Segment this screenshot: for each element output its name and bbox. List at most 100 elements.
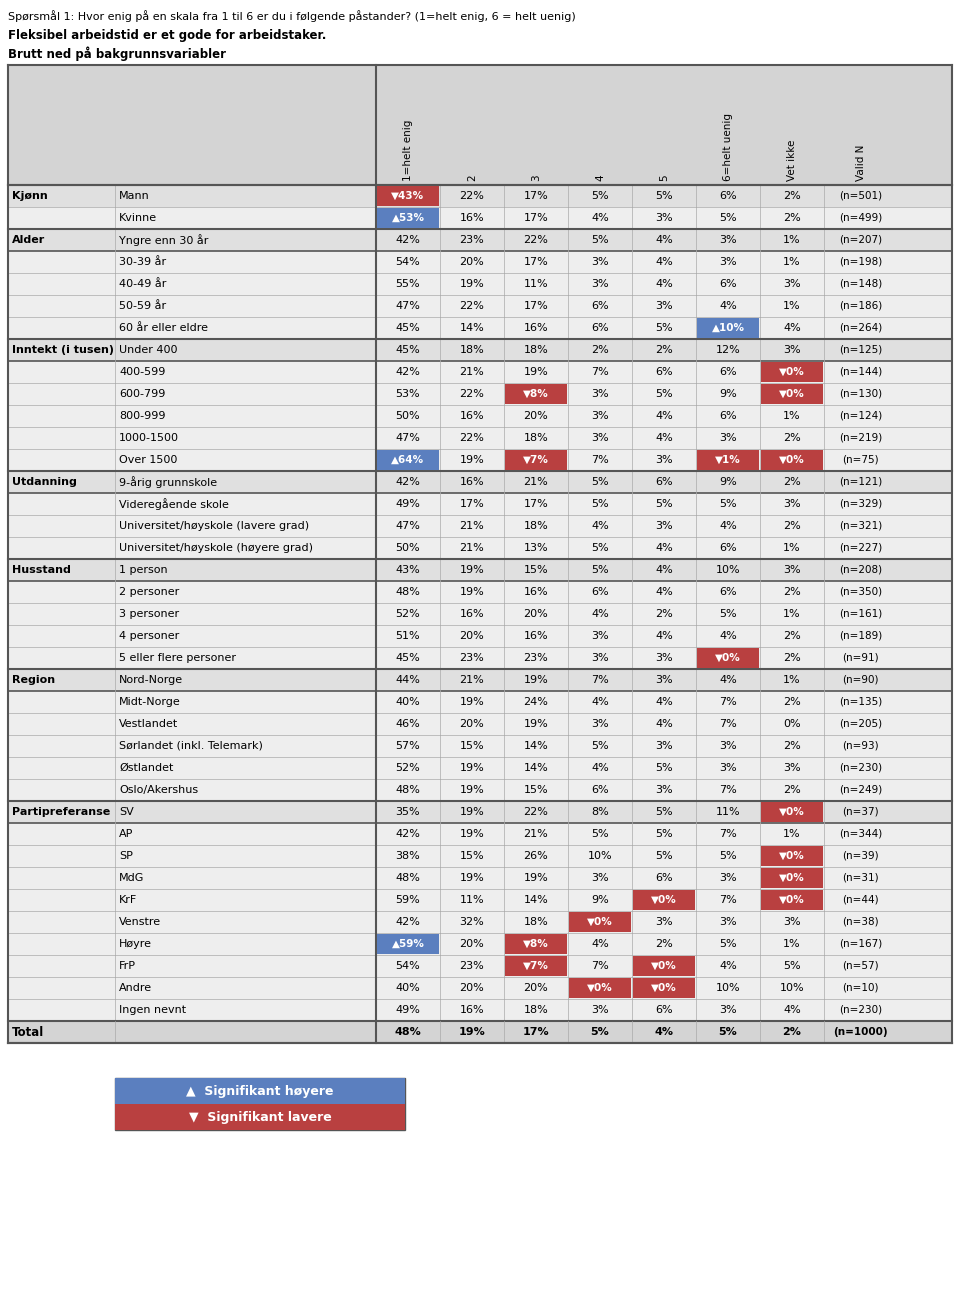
Bar: [697, 318, 759, 338]
Text: 16%: 16%: [524, 324, 548, 333]
Text: 3%: 3%: [591, 719, 609, 729]
Text: 4%: 4%: [655, 587, 673, 597]
Bar: [633, 890, 695, 910]
Text: 8%: 8%: [591, 807, 609, 817]
Text: 17%: 17%: [523, 499, 548, 509]
Bar: [761, 362, 823, 382]
Bar: [8, 493, 952, 515]
Text: 400-599: 400-599: [119, 367, 165, 377]
Text: 2%: 2%: [783, 741, 801, 751]
Bar: [761, 802, 823, 822]
Bar: [505, 956, 567, 976]
Text: Nord-Norge: Nord-Norge: [119, 675, 183, 685]
Text: (n=499): (n=499): [839, 214, 882, 223]
Text: 44%: 44%: [396, 675, 420, 685]
Text: 2%: 2%: [783, 785, 801, 795]
Text: ▼0%: ▼0%: [651, 961, 677, 970]
Text: 2%: 2%: [783, 521, 801, 531]
Text: 5%: 5%: [655, 499, 673, 509]
Text: 40-49 år: 40-49 år: [119, 280, 166, 289]
Bar: [8, 339, 952, 361]
Text: ▼8%: ▼8%: [523, 939, 549, 949]
Bar: [115, 1078, 405, 1104]
Text: 22%: 22%: [523, 236, 548, 245]
Text: 14%: 14%: [460, 324, 485, 333]
Text: 18%: 18%: [523, 433, 548, 443]
Text: (n=230): (n=230): [839, 1005, 882, 1014]
Text: (n=208): (n=208): [839, 565, 882, 575]
Text: 0%: 0%: [783, 719, 801, 729]
Text: 52%: 52%: [396, 763, 420, 773]
Text: 7%: 7%: [719, 785, 737, 795]
Text: 3%: 3%: [719, 236, 737, 245]
Bar: [505, 934, 567, 954]
Text: 49%: 49%: [396, 499, 420, 509]
Text: 5%: 5%: [591, 543, 609, 553]
Text: 5%: 5%: [655, 324, 673, 333]
Bar: [8, 471, 952, 493]
Text: Oslo/Akershus: Oslo/Akershus: [119, 785, 198, 795]
Text: ▼0%: ▼0%: [780, 807, 804, 817]
Text: 19%: 19%: [460, 455, 485, 465]
Bar: [8, 295, 952, 317]
Text: 5%: 5%: [655, 389, 673, 399]
Bar: [633, 978, 695, 998]
Text: (n=90): (n=90): [842, 675, 878, 685]
Text: 4%: 4%: [655, 565, 673, 575]
Text: 1000-1500: 1000-1500: [119, 433, 179, 443]
Text: 800-999: 800-999: [119, 411, 165, 421]
Text: (n=501): (n=501): [839, 192, 882, 201]
Text: 5%: 5%: [591, 192, 609, 201]
Text: 3%: 3%: [719, 917, 737, 927]
Text: 4: 4: [595, 175, 605, 181]
Text: 11%: 11%: [716, 807, 740, 817]
Text: 3%: 3%: [783, 345, 801, 355]
Text: 16%: 16%: [460, 1005, 484, 1014]
Bar: [8, 185, 952, 207]
Text: 19%: 19%: [523, 873, 548, 883]
Text: 45%: 45%: [396, 653, 420, 663]
Bar: [8, 1021, 952, 1043]
Text: 23%: 23%: [460, 236, 485, 245]
Text: 6%: 6%: [719, 367, 737, 377]
Text: 22%: 22%: [523, 807, 548, 817]
Text: 54%: 54%: [396, 961, 420, 970]
Text: Videregående skole: Videregående skole: [119, 498, 228, 510]
Bar: [8, 317, 952, 339]
Text: 4%: 4%: [591, 521, 609, 531]
Text: 18%: 18%: [523, 917, 548, 927]
Text: ▼  Signifikant lavere: ▼ Signifikant lavere: [188, 1110, 331, 1123]
Text: 20%: 20%: [460, 939, 485, 949]
Text: 6%: 6%: [719, 280, 737, 289]
Text: 3%: 3%: [655, 653, 673, 663]
Bar: [8, 207, 952, 229]
Text: 3%: 3%: [719, 1005, 737, 1014]
Text: 21%: 21%: [523, 477, 548, 487]
Text: 3%: 3%: [591, 631, 609, 641]
Text: 5%: 5%: [719, 851, 737, 861]
Text: 9%: 9%: [719, 389, 737, 399]
Text: 3%: 3%: [591, 1005, 609, 1014]
Text: 1=helt enig: 1=helt enig: [403, 119, 413, 181]
Text: ▼7%: ▼7%: [523, 961, 549, 970]
Bar: [761, 890, 823, 910]
Bar: [633, 956, 695, 976]
Text: 18%: 18%: [460, 345, 485, 355]
Text: 45%: 45%: [396, 324, 420, 333]
Text: 21%: 21%: [460, 543, 485, 553]
Text: 3%: 3%: [591, 433, 609, 443]
Text: Inntekt (i tusen): Inntekt (i tusen): [12, 345, 114, 355]
Text: 1 person: 1 person: [119, 565, 168, 575]
Text: 50%: 50%: [396, 411, 420, 421]
Text: (n=189): (n=189): [839, 631, 882, 641]
Text: (n=39): (n=39): [842, 851, 878, 861]
Text: 3%: 3%: [719, 258, 737, 267]
Bar: [8, 537, 952, 559]
Text: 7%: 7%: [719, 895, 737, 905]
Bar: [115, 1078, 405, 1130]
Text: 6%: 6%: [655, 873, 673, 883]
Text: 32%: 32%: [460, 917, 485, 927]
Text: (n=344): (n=344): [839, 829, 882, 839]
Text: 11%: 11%: [524, 280, 548, 289]
Bar: [761, 450, 823, 470]
